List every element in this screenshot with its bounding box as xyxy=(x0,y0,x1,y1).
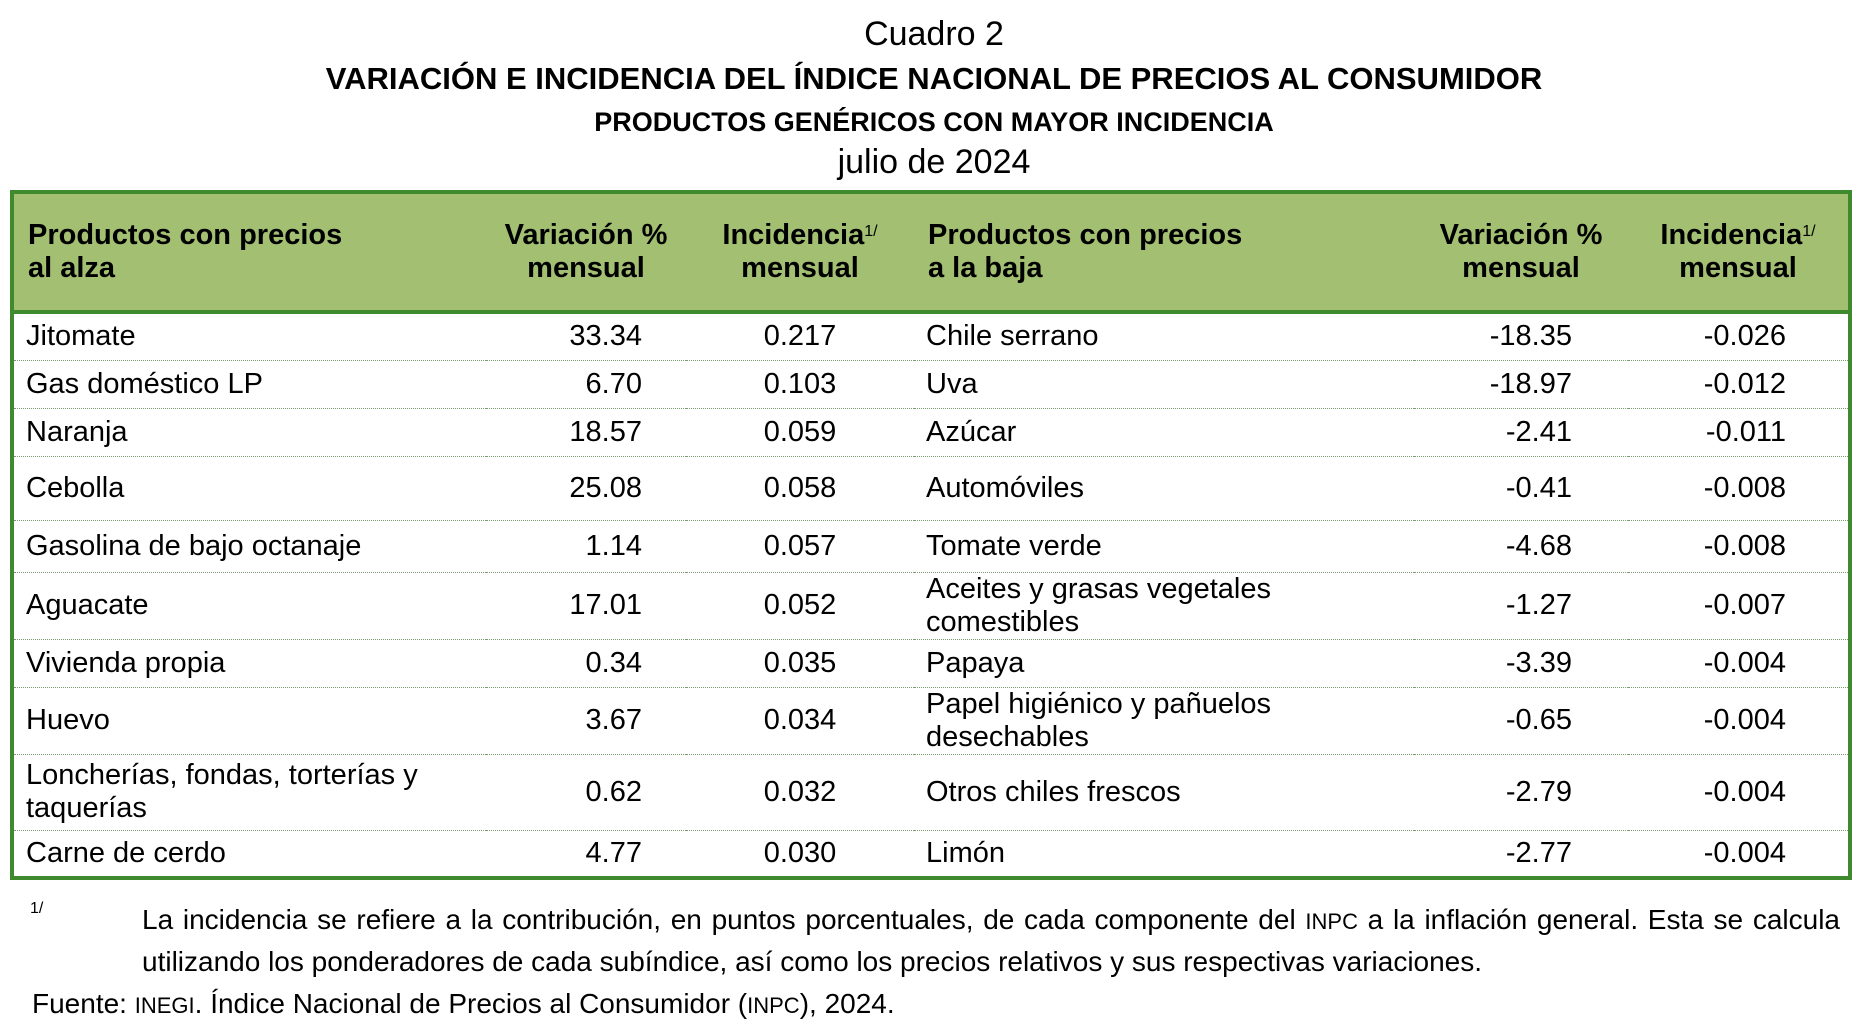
cell-up-incidence: 0.035 xyxy=(686,639,914,688)
cell-up-variation: 6.70 xyxy=(486,360,686,409)
cell-up-incidence: 0.034 xyxy=(686,687,914,755)
cell-down-incidence: -0.004 xyxy=(1628,687,1848,755)
cell-up-incidence: 0.103 xyxy=(686,360,914,409)
col-header-down-incidence: Incidencia1/mensual xyxy=(1628,194,1848,314)
cell-down-name: Papel higiénico y pañuelos desechables xyxy=(914,687,1414,755)
cell-down-variation: -3.39 xyxy=(1414,639,1628,688)
cell-up-variation: 33.34 xyxy=(486,312,686,361)
cell-up-name: Vivienda propia xyxy=(14,639,486,688)
table-row: Gas doméstico LP 6.70 0.103 Uva -18.97 -0.012 xyxy=(14,360,1848,409)
cell-up-name: Carne de cerdo xyxy=(26,836,226,869)
table-row: Loncherías, fondas, torterías y taquería… xyxy=(14,754,1848,831)
cell-down-name: Uva xyxy=(914,360,1414,409)
cell-down-name: Azúcar xyxy=(914,408,1414,457)
notes-block: 1/ La incidencia se refiere a la contrib… xyxy=(30,900,1840,1024)
cell-up-name: Gas doméstico LP xyxy=(14,360,486,409)
table-title: VARIACIÓN E INCIDENCIA DEL ÍNDICE NACION… xyxy=(325,61,1543,96)
cell-down-variation: -2.79 xyxy=(1414,754,1628,831)
cell-up-variation: 0.62 xyxy=(486,754,686,831)
table-row: Aguacate 17.01 0.052 Aceites y grasas veget… xyxy=(14,572,1848,640)
table-label: Cuadro 2 xyxy=(864,15,1004,53)
footnote-ref: 1/ xyxy=(1802,223,1816,240)
cell-up-name: Gasolina de bajo octanaje xyxy=(14,520,486,573)
source-line: Fuente: INEGI. Índice Nacional de Precio… xyxy=(32,988,895,1019)
cell-down-variation: -2.41 xyxy=(1414,408,1628,457)
cell-down-incidence: -0.004 xyxy=(1628,754,1848,831)
cell-down-name: Chile serrano xyxy=(914,312,1414,361)
cell-down-name: Tomate verde xyxy=(914,520,1414,573)
cell-down-variation: -0.41 xyxy=(1414,456,1628,521)
cell-down-name: Papaya xyxy=(914,639,1414,688)
cell-up-incidence: 0.030 xyxy=(763,836,837,869)
cell-up-variation: 1.14 xyxy=(486,520,686,573)
col-header-up-incidence: Incidencia1/mensual xyxy=(686,194,914,314)
cell-up-variation: 0.34 xyxy=(486,639,686,688)
cell-up-variation: 3.67 xyxy=(486,687,686,755)
cell-up-variation: 17.01 xyxy=(486,572,686,640)
cell-down-incidence: -0.012 xyxy=(1628,360,1848,409)
cell-down-incidence: -0.026 xyxy=(1628,312,1848,361)
cell-up-incidence: 0.057 xyxy=(686,520,914,573)
footnote-text: La incidencia se refiere a la contribuci… xyxy=(142,904,1840,977)
table-row: Vivienda propia 0.34 0.035 Papaya -3.39 -0.00… xyxy=(14,639,1848,688)
table-row: Huevo 3.67 0.034 Papel higiénico y pañuelos… xyxy=(14,687,1848,755)
table-row: Naranja 18.57 0.059 Azúcar -2.41 -0.011 xyxy=(14,408,1848,457)
cell-down-variation: -18.35 xyxy=(1414,312,1628,361)
cell-up-variation: 18.57 xyxy=(486,408,686,457)
cell-up-name: Cebolla xyxy=(14,456,486,521)
table-period: julio de 2024 xyxy=(837,143,1031,181)
footnote-mark: 1/ xyxy=(30,900,44,917)
table-row: Jitomate 33.34 0.217 Chile serrano -18.35 -0.… xyxy=(14,312,1848,361)
data-table: Productos con precios al alza Variación %… xyxy=(14,194,1848,876)
cell-down-variation: -18.97 xyxy=(1414,360,1628,409)
col-header-down-variation: Variación % mensual xyxy=(1414,194,1628,314)
cell-down-incidence: -0.004 xyxy=(1628,639,1848,688)
cell-up-incidence: 0.058 xyxy=(686,456,914,521)
footnote-ref: 1/ xyxy=(864,223,878,240)
cell-down-name: Limón xyxy=(926,836,1005,869)
cell-down-name: Aceites y grasas vegetales comestibles xyxy=(914,572,1414,640)
table-subtitle: PRODUCTOS GENÉRICOS CON MAYOR INCIDENCIA xyxy=(594,107,1274,137)
cell-up-name: Jitomate xyxy=(14,312,486,361)
col-header-up-name: Productos con precios al alza xyxy=(14,194,486,314)
cell-up-name: Aguacate xyxy=(14,572,486,640)
cell-down-name: Otros chiles frescos xyxy=(914,754,1414,831)
cell-up-name: Naranja xyxy=(14,408,486,457)
cell-down-variation: -2.77 xyxy=(1505,836,1572,869)
cell-down-variation: -1.27 xyxy=(1414,572,1628,640)
cell-down-name: Automóviles xyxy=(914,456,1414,521)
cell-down-incidence: -0.007 xyxy=(1628,572,1848,640)
col-header-up-variation: Variación % mensual xyxy=(486,194,686,314)
cell-up-incidence: 0.059 xyxy=(686,408,914,457)
cell-up-variation: 4.77 xyxy=(585,836,642,869)
cell-down-variation: -4.68 xyxy=(1414,520,1628,573)
table-row: Carne de cerdo 4.77 0.030 Limón -2.77 -0.004 xyxy=(14,830,1848,876)
cell-up-name: Huevo xyxy=(14,687,486,755)
cell-down-incidence: -0.008 xyxy=(1628,456,1848,521)
cell-up-name: Loncherías, fondas, torterías y taquería… xyxy=(14,754,486,831)
data-table-frame: Productos con precios al alza Variación %… xyxy=(10,190,1852,880)
table-header-row: Productos con precios al alza Variación %… xyxy=(14,194,1848,314)
table-body: Jitomate 33.34 0.217 Chile serrano -18.35 -0.… xyxy=(14,312,1848,876)
cell-down-incidence: -0.004 xyxy=(1703,836,1786,869)
cell-up-variation: 25.08 xyxy=(486,456,686,521)
cell-down-incidence: -0.008 xyxy=(1628,520,1848,573)
table-row: Cebolla 25.08 0.058 Automóviles -0.41 -0.008 xyxy=(14,456,1848,521)
cell-up-incidence: 0.032 xyxy=(686,754,914,831)
cell-up-incidence: 0.052 xyxy=(686,572,914,640)
col-header-down-name: Productos con precios a la baja xyxy=(914,194,1414,314)
table-row: Gasolina de bajo octanaje 1.14 0.057 Tomate… xyxy=(14,520,1848,573)
cell-down-variation: -0.65 xyxy=(1414,687,1628,755)
cell-down-incidence: -0.011 xyxy=(1628,408,1848,457)
cell-up-incidence: 0.217 xyxy=(686,312,914,361)
footnote: 1/ La incidencia se refiere a la contrib… xyxy=(30,900,1840,982)
titles-block: Cuadro 2 VARIACIÓN E INCIDENCIA DEL ÍNDI… xyxy=(0,14,1868,182)
